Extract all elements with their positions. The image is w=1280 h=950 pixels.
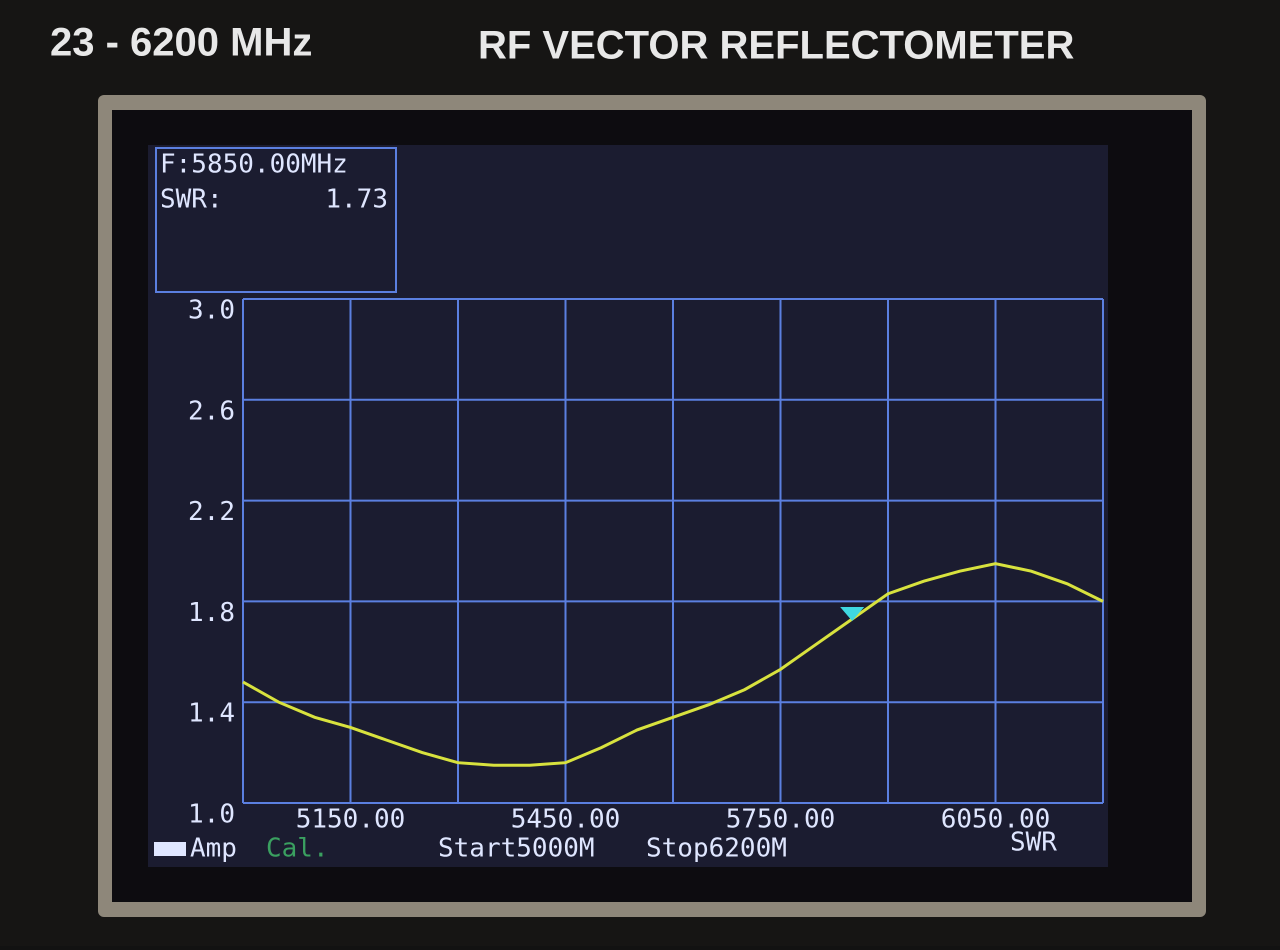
device-name: RF VECTOR REFLECTOMETER xyxy=(478,24,1074,68)
y-tick-label: 2.6 xyxy=(188,396,235,426)
plot: 1.0 1.4 1.8 2.2 2.6 3.0 5150.00 5450.00 5750.00 6… xyxy=(188,296,1104,835)
y-tick-label: 3.0 xyxy=(188,296,235,326)
battery-icon xyxy=(154,842,186,856)
marker-box xyxy=(155,147,397,293)
x-tick-label: 5450.00 xyxy=(511,805,621,835)
status-start: Start5000M xyxy=(438,834,595,864)
marker-reading: 1.73 xyxy=(325,185,388,215)
y-tick-label: 1.8 xyxy=(188,598,235,628)
x-tick-label: 5150.00 xyxy=(296,805,406,835)
swr-trace xyxy=(242,562,1104,767)
x-tick-label: 5750.00 xyxy=(726,805,836,835)
x-tick-label: 6050.00 xyxy=(941,805,1051,835)
y-tick-label: 1.4 xyxy=(188,699,235,729)
y-tick-label: 2.2 xyxy=(188,497,235,527)
device-range: 23 - 6200 MHz xyxy=(50,21,312,65)
status-mode: Amp xyxy=(190,834,237,864)
marker-frequency: F:5850.00MHz xyxy=(160,150,348,180)
status-stop: Stop6200M xyxy=(646,834,787,864)
marker-triangle xyxy=(840,607,865,622)
marker-quantity: SWR: xyxy=(160,185,223,215)
y-tick-label: 1.0 xyxy=(188,800,235,830)
display xyxy=(148,145,1108,867)
status-measure: SWR xyxy=(1010,828,1057,858)
status-cal: Cal. xyxy=(266,834,329,864)
